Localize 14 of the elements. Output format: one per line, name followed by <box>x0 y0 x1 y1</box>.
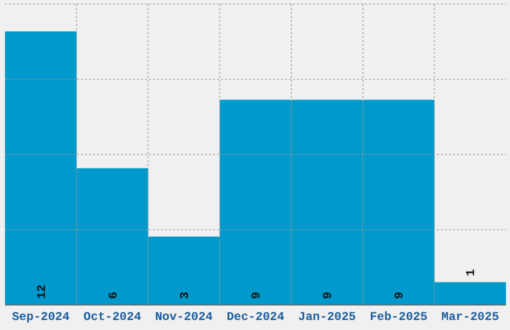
data-label: 6 <box>106 292 120 299</box>
data-label: 3 <box>178 292 192 299</box>
data-label: 1 <box>464 268 478 276</box>
x-tick-label: Nov-2024 <box>155 310 213 324</box>
x-tick-label: Mar-2025 <box>441 310 500 324</box>
data-label: 9 <box>321 292 336 299</box>
x-tick-label: Feb-2025 <box>370 310 428 324</box>
data-label: 9 <box>250 292 264 299</box>
x-tick-label: Oct-2024 <box>84 310 142 324</box>
x-tick-label: Dec-2024 <box>226 310 284 324</box>
data-label: 12 <box>34 284 49 299</box>
x-tick-label: Sep-2024 <box>12 310 70 324</box>
data-label: 9 <box>392 292 407 299</box>
x-tick-label: Jan-2025 <box>298 310 356 324</box>
